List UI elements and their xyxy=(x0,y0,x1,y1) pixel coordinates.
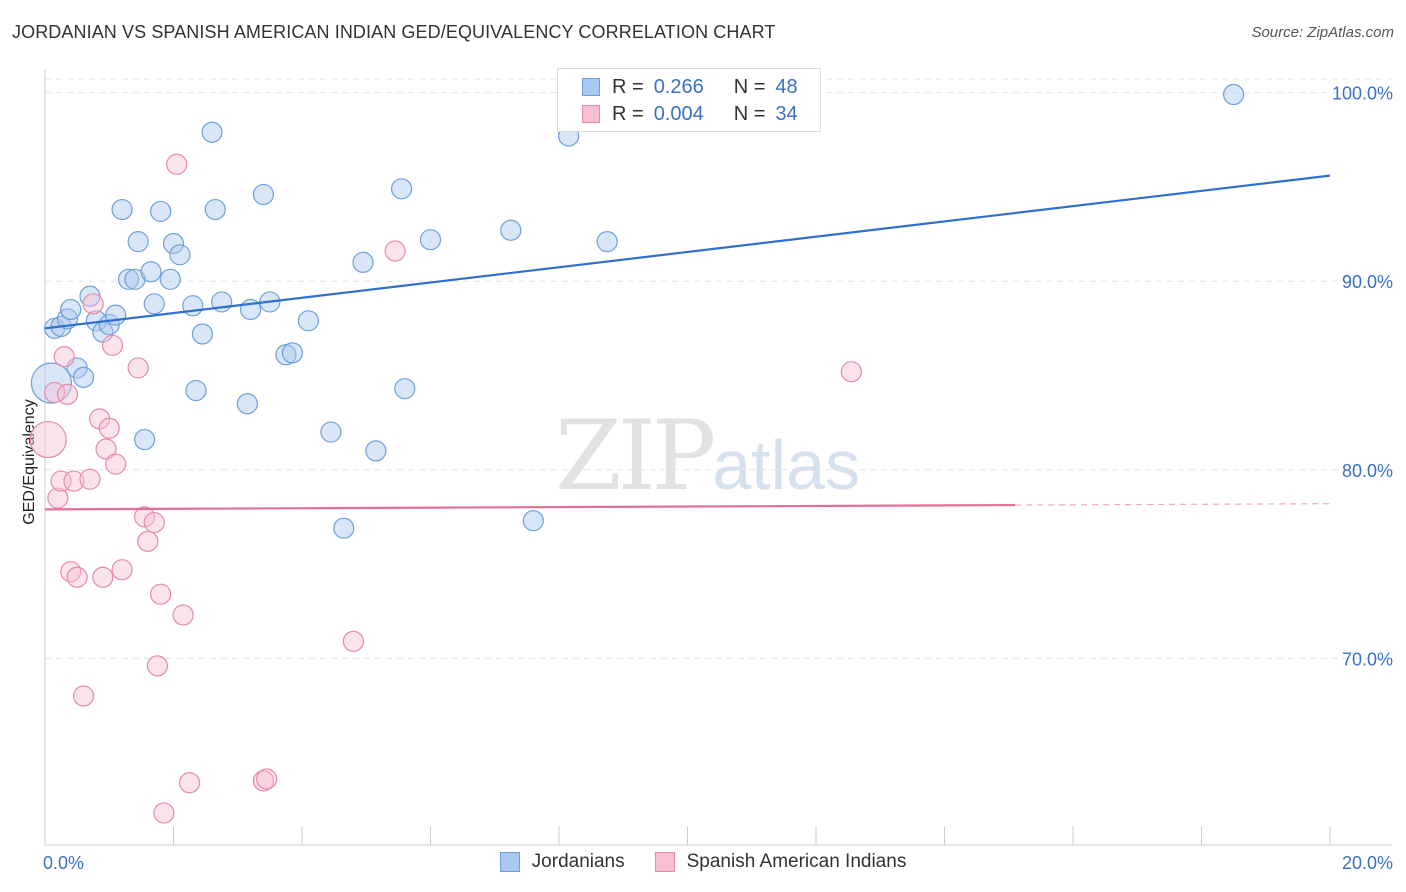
jordanian-point xyxy=(297,310,320,332)
series-legend-swatch xyxy=(499,852,520,872)
legend-row-jordanians: R = 0.266 N = 48 xyxy=(582,74,798,100)
jordanian-point xyxy=(500,219,522,241)
watermark-atlas: atlas xyxy=(712,426,861,504)
spanish-american-indian-point xyxy=(56,383,79,405)
spanish-american-indian-point xyxy=(53,346,75,368)
jordanian-point xyxy=(1223,83,1245,106)
watermark-zip: ZIP xyxy=(555,400,716,512)
jordanian-point xyxy=(365,440,387,462)
spanish-american-indian-point xyxy=(178,772,201,794)
jordanian-point xyxy=(320,421,342,443)
legend-r-value: 0.266 xyxy=(653,75,704,98)
jordanian-point xyxy=(133,428,156,451)
spanish-american-indian-point xyxy=(92,566,114,588)
jordanian-point xyxy=(204,198,226,221)
jordanian-point xyxy=(143,293,165,315)
legend-n-label: N = xyxy=(733,102,766,125)
y-tick-label: 90.0% xyxy=(1342,272,1393,292)
series-legend-label: Spanish American Indians xyxy=(686,851,907,872)
jordanian-point xyxy=(185,379,207,402)
y-tick-label: 70.0% xyxy=(1342,649,1393,669)
jordanian-point xyxy=(236,393,258,415)
jordanian-point xyxy=(352,251,374,273)
spanish-american-indian-point xyxy=(98,417,120,439)
spanish-american-indian-point xyxy=(101,334,124,356)
spanish-american-indian-point xyxy=(256,768,278,790)
jordanian-trend-line xyxy=(44,174,1331,330)
jordanian-point xyxy=(169,244,191,266)
legend-row-spanish-american-indians: R = 0.004 N = 34 xyxy=(582,101,798,127)
spanish-american-indian-point xyxy=(111,559,133,581)
jordanian-point xyxy=(117,268,140,290)
series-legend: Jordanians Spanish American Indians xyxy=(0,851,1406,873)
jordanian-point xyxy=(140,261,162,283)
jordanian-point xyxy=(333,517,355,539)
jordanian-point xyxy=(419,229,442,251)
jordanian-point xyxy=(159,268,181,290)
jordanian-point xyxy=(150,200,172,223)
spanish-american-indian-point xyxy=(95,438,117,460)
jordanian-point xyxy=(162,232,185,255)
jordanian-point xyxy=(394,378,416,400)
spanish-american-indian-point xyxy=(105,453,127,475)
jordanian-point xyxy=(105,304,127,326)
spanish-american-indian-point xyxy=(72,685,95,707)
spanish-american-indian-point xyxy=(47,487,69,509)
jordanian-point xyxy=(72,366,95,388)
spanish-american-indian-point xyxy=(63,470,85,492)
spanish-american-indian-point xyxy=(840,361,862,383)
legend-swatch-spanish-american-indians xyxy=(582,105,600,123)
jordanian-point xyxy=(252,183,275,206)
jordanian-point xyxy=(60,298,82,321)
spanish-american-indian-point xyxy=(82,293,104,315)
jordanian-point xyxy=(127,230,149,253)
spanish-american-indian-point xyxy=(172,604,194,626)
legend-n-value: 34 xyxy=(775,102,798,125)
legend-n-value: 48 xyxy=(775,75,798,98)
x-tick-label: 0.0% xyxy=(43,853,84,873)
series-legend-item-spanish-american-indians[interactable]: Spanish American Indians xyxy=(654,851,907,873)
spanish-american-indian-point xyxy=(166,153,188,175)
y-tick-label: 100.0% xyxy=(1332,84,1393,104)
series-legend-item-jordanians[interactable]: Jordanians xyxy=(499,851,625,873)
spanish-american-indian-point xyxy=(150,583,172,605)
legend-r-value: 0.004 xyxy=(653,102,704,125)
spanish-american-indian-point xyxy=(79,468,101,490)
chart-title: JORDANIAN VS SPANISH AMERICAN INDIAN GED… xyxy=(12,22,776,42)
spanish-american-indian-point xyxy=(153,802,175,824)
watermark: ZIPatlas xyxy=(555,400,860,512)
jordanian-point xyxy=(201,121,223,143)
jordanian-point xyxy=(596,230,618,253)
legend-r-label: R = xyxy=(612,102,644,125)
legend-swatch-jordanians xyxy=(582,78,600,96)
jordanian-point xyxy=(390,178,413,200)
correlation-legend: R = 0.266 N = 48 R = 0.004 N = 34 xyxy=(557,68,821,132)
spanish-american-indian-trend-line xyxy=(44,503,1016,511)
spanish-american-indian-point xyxy=(66,566,88,588)
spanish-american-indian-point xyxy=(143,511,165,534)
jordanian-point xyxy=(191,323,214,345)
spanish-american-indian-point xyxy=(384,240,406,262)
jordanian-point xyxy=(281,342,303,364)
series-legend-swatch xyxy=(654,852,675,872)
spanish-american-indian-point xyxy=(127,357,149,379)
spanish-american-indian-point xyxy=(146,655,169,677)
source-label: Source: ZipAtlas.com xyxy=(1251,24,1394,41)
series-legend-label: Jordanians xyxy=(531,851,625,872)
jordanian-point xyxy=(522,510,544,532)
spanish-american-indian-point xyxy=(252,770,275,792)
spanish-american-indian-point xyxy=(342,630,364,652)
spanish-american-indian-point xyxy=(29,420,67,459)
spanish-american-indian-trend-line-extension xyxy=(1015,503,1331,506)
spanish-american-indian-point xyxy=(137,530,159,553)
legend-r-label: R = xyxy=(612,75,644,98)
x-tick-label: 20.0% xyxy=(1342,853,1393,873)
spanish-american-indian-point xyxy=(50,470,72,492)
jordanian-point xyxy=(111,198,133,221)
spanish-american-indian-point xyxy=(60,560,82,583)
legend-n-label: N = xyxy=(733,75,766,98)
y-tick-label: 80.0% xyxy=(1342,461,1393,481)
